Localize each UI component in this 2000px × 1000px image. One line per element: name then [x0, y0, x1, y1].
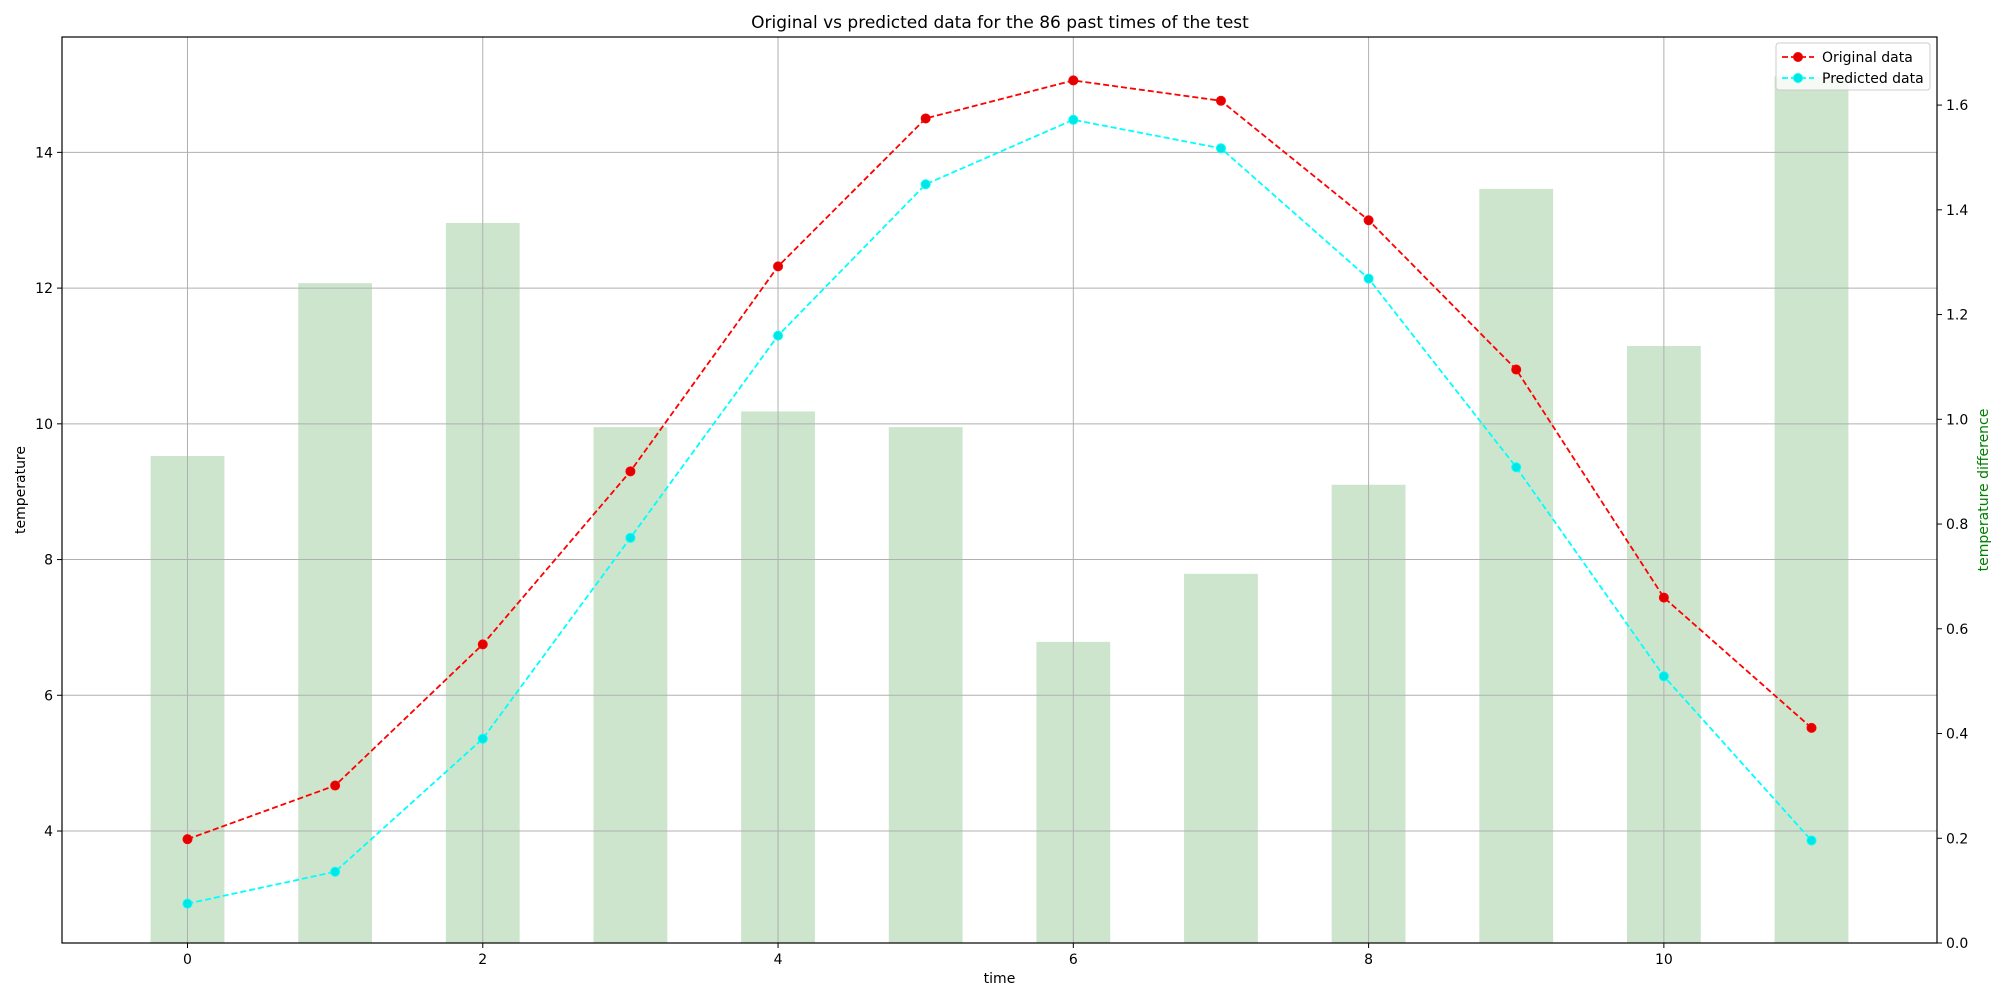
series-0-point-10	[1658, 592, 1669, 603]
y2-tick-label-7: 1.4	[1946, 203, 1968, 219]
y-tick-label-3: 10	[35, 417, 53, 433]
series-1-point-11	[1806, 835, 1817, 846]
y2-tick-label-4: 0.8	[1946, 517, 1968, 533]
series-layer	[182, 75, 1817, 909]
series-1-point-8	[1363, 273, 1374, 284]
bar-3	[593, 427, 668, 943]
series-1-point-4	[773, 330, 784, 341]
y2-tick-label-5: 1.0	[1946, 412, 1968, 428]
series-1-point-6	[1068, 114, 1079, 125]
bar-5	[888, 427, 963, 943]
series-0-point-6	[1068, 75, 1079, 86]
bar-11	[1774, 76, 1849, 943]
legend-label-1: Predicted data	[1822, 71, 1924, 87]
series-line-1	[187, 118, 1813, 905]
legend-marker-0	[1793, 52, 1803, 62]
y2-tick-label-2: 0.4	[1946, 727, 1968, 743]
series-0-point-1	[330, 780, 341, 791]
y2-tick-label-1: 0.2	[1946, 831, 1968, 847]
y2-tick-label-0: 0.0	[1946, 936, 1968, 952]
series-1-point-0	[182, 898, 193, 909]
series-0-point-8	[1363, 215, 1374, 226]
series-0-point-2	[477, 639, 488, 650]
x-tick-label-2: 4	[774, 952, 783, 968]
plot-frame	[61, 36, 1938, 944]
bars-layer	[150, 76, 1849, 944]
series-0-point-4	[773, 261, 784, 272]
series-0-point-3	[625, 466, 636, 477]
x-tick-label-5: 10	[1655, 952, 1673, 968]
y-tick-label-1: 6	[44, 688, 53, 704]
chart-title: Original vs predicted data for the 86 pa…	[751, 13, 1249, 33]
grid-layer	[62, 37, 1937, 943]
y-axis-ticks: 4 6 8 10 12 14	[35, 145, 62, 840]
series-line-0	[187, 79, 1813, 841]
y2-tick-label-6: 1.2	[1946, 308, 1968, 324]
legend-marker-1	[1793, 73, 1803, 83]
y-tick-label-2: 8	[44, 553, 53, 569]
series-1-point-2	[477, 733, 488, 744]
y2-tick-label-8: 1.6	[1946, 98, 1968, 114]
y-axis-label: temperature	[13, 446, 29, 534]
series-1-point-10	[1658, 671, 1669, 682]
y2-tick-label-3: 0.6	[1946, 622, 1968, 638]
x-axis-label: time	[984, 971, 1016, 987]
legend: Original data Predicted data	[1775, 42, 1931, 91]
legend-label-0: Original data	[1822, 50, 1913, 66]
legend-box	[1775, 42, 1931, 91]
series-1-point-5	[920, 179, 931, 190]
x-tick-label-4: 8	[1364, 952, 1373, 968]
y-tick-label-4: 12	[35, 281, 53, 297]
x-axis-ticks: 0 2 4 6 8 10	[183, 943, 1673, 968]
y-tick-label-5: 14	[35, 145, 53, 161]
bar-9	[1479, 188, 1554, 944]
x-tick-label-3: 6	[1069, 952, 1078, 968]
series-0-point-0	[182, 834, 193, 845]
x-tick-label-0: 0	[183, 952, 192, 968]
x-tick-label-1: 2	[478, 952, 487, 968]
series-1-point-1	[330, 866, 341, 877]
series-0-point-5	[920, 113, 931, 124]
series-1-point-7	[1215, 143, 1226, 154]
series-0-point-11	[1806, 722, 1817, 733]
series-0-point-7	[1215, 95, 1226, 106]
bar-7	[1184, 573, 1258, 943]
y-tick-label-0: 4	[44, 824, 53, 840]
y2-axis-label: temperature difference	[1976, 409, 1992, 572]
y2-axis-ticks: 0.0 0.2 0.4 0.6 0.8 1.0 1.2 1.4 1.6	[1937, 98, 1968, 952]
bar-1	[298, 283, 373, 943]
series-1-point-9	[1511, 462, 1522, 473]
series-0-point-9	[1511, 364, 1522, 375]
series-1-point-3	[625, 532, 636, 543]
